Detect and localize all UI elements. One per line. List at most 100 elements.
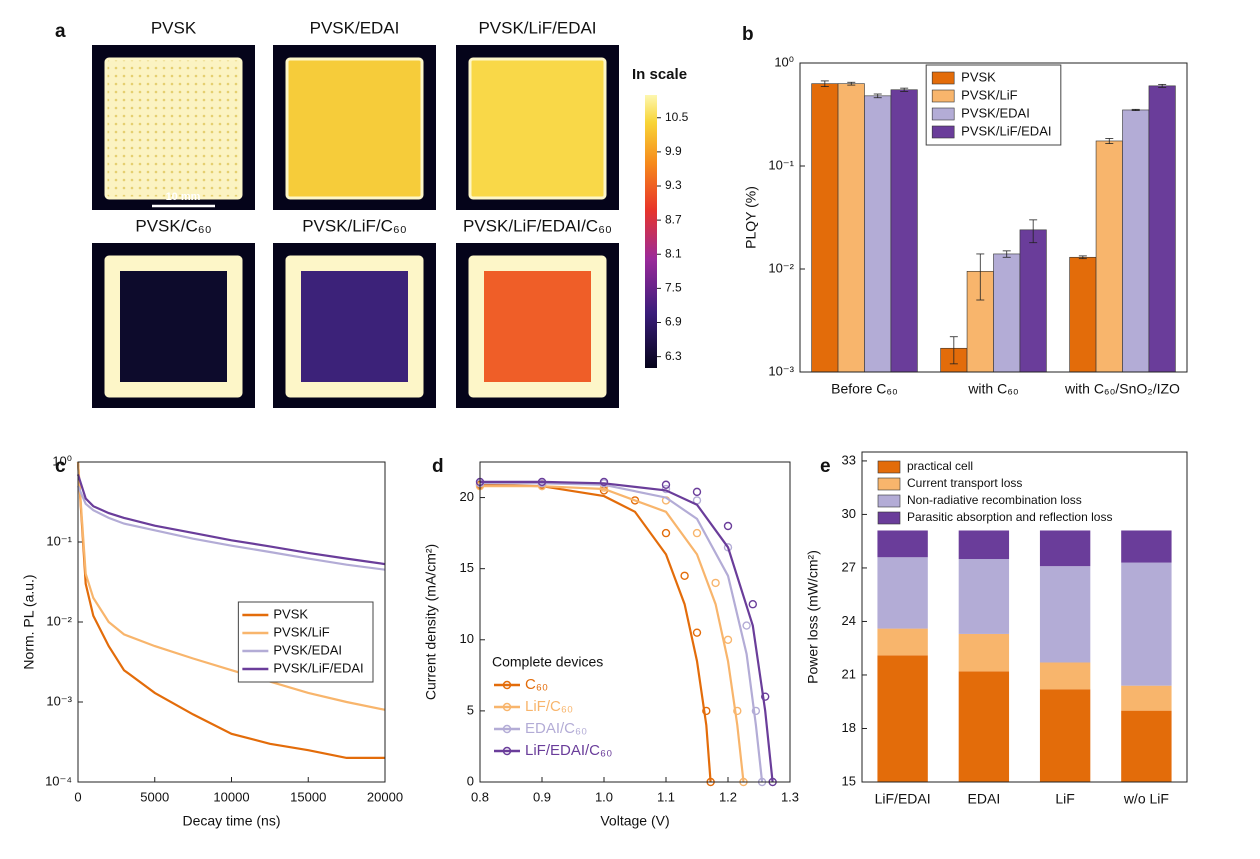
x-tick-label: with C₆₀ [967, 381, 1019, 397]
x-tick-label: 0.9 [533, 789, 551, 804]
y-tick-label: 18 [842, 720, 856, 735]
bar [890, 89, 918, 373]
colorbar-tick-label: 7.5 [665, 281, 682, 295]
legend-label: C₆₀ [525, 676, 548, 693]
x-tick-label: 1.3 [781, 789, 799, 804]
bar-segment [1121, 562, 1172, 686]
y-axis-label: Power loss (mW/cm²) [805, 550, 821, 684]
bar-segment [877, 655, 928, 782]
series-line [76, 474, 386, 566]
legend-label: PVSK [273, 606, 308, 621]
legend-label: PVSK/EDAI [273, 642, 342, 657]
legend-label: PVSK/EDAI [961, 105, 1030, 120]
y-tick-label: 15 [842, 773, 856, 788]
measured-point [723, 521, 733, 531]
x-tick-label: LiF/EDAI [875, 791, 931, 807]
bar-segment [1039, 530, 1091, 567]
x-tick-label: with C₆₀/SnO₂/IZO [1064, 381, 1180, 397]
y-tick-label: 10⁻⁴ [45, 773, 72, 788]
plot-frame-top [861, 451, 1188, 783]
measured-point [748, 600, 757, 609]
panel-label: a [55, 21, 66, 42]
error-bar [1002, 250, 1011, 258]
y-tick-label: 10⁻³ [768, 363, 794, 378]
bar [1069, 256, 1097, 373]
legend-label: Non-radiative recombination loss [907, 493, 1082, 507]
measured-point [661, 480, 671, 489]
error-bar [1131, 108, 1140, 112]
x-tick-label: EDAI [968, 791, 1001, 807]
legend-label: PVSK/LiF/EDAI [273, 660, 363, 675]
image-title: PVSK/EDAI [310, 18, 400, 37]
x-tick-label: 15000 [290, 789, 326, 804]
colorbar-tick-label: 8.7 [665, 212, 682, 226]
bar-segment [1121, 530, 1172, 563]
y-tick-label: 10⁻² [768, 260, 794, 275]
legend-swatch [877, 477, 901, 491]
measured-point [692, 487, 702, 497]
colorbar-tick-label: 8.1 [665, 246, 682, 260]
legend-swatch [877, 460, 901, 474]
legend-swatch [877, 494, 901, 508]
x-tick-label: 1.0 [595, 789, 613, 804]
series-line [76, 461, 386, 711]
legend-swatch [931, 107, 955, 121]
legend-title: Complete devices [492, 654, 603, 670]
y-tick-label: 15 [460, 560, 474, 575]
series-line [480, 485, 745, 783]
measured-point [733, 706, 742, 716]
image-title: PVSK/LiF/C₆₀ [302, 216, 407, 235]
series-line [76, 485, 386, 571]
y-tick-label: 10 [460, 631, 474, 646]
colorbar [645, 95, 657, 368]
legend-label: PVSK/LiF [273, 624, 329, 639]
sample-film [468, 57, 607, 200]
bar-segment [1121, 710, 1172, 782]
x-tick-label: 0 [74, 789, 81, 804]
bar-segment [877, 628, 928, 656]
bar [1148, 85, 1176, 373]
legend-swatch [931, 71, 955, 85]
y-tick-label: 33 [842, 452, 856, 467]
x-axis-label: Decay time (ns) [182, 813, 280, 829]
y-tick-label: 30 [842, 506, 856, 521]
bar-segment [958, 530, 1010, 560]
bar [837, 83, 865, 373]
plot-frame-top [479, 461, 791, 783]
sample-active-area [120, 271, 227, 382]
error-bar [1029, 219, 1038, 244]
bar-segment [958, 671, 1010, 782]
measured-point [537, 477, 547, 487]
measured-point [630, 496, 640, 505]
colorbar-label: In scale [632, 66, 687, 83]
panel-label: d [432, 456, 444, 477]
error-bar [1158, 83, 1167, 88]
plot-frame-top [799, 62, 1188, 373]
image-title: PVSK/LiF/EDAI/C₆₀ [463, 216, 612, 235]
error-bar [847, 81, 856, 86]
error-bar [976, 253, 985, 301]
legend-marker [502, 746, 512, 756]
panel-label: e [820, 456, 831, 477]
bar-segment [877, 530, 928, 558]
colorbar-tick-label: 6.3 [665, 349, 682, 363]
legend-label: Current transport loss [907, 476, 1022, 490]
legend-swatch [931, 89, 955, 103]
x-axis-label: Voltage (V) [600, 813, 669, 829]
bar [811, 83, 839, 373]
legend-marker [502, 702, 512, 712]
measured-point [751, 706, 761, 716]
image-title: PVSK [151, 18, 197, 37]
legend-swatch [877, 511, 901, 525]
x-tick-label: w/o LiF [1123, 791, 1169, 807]
sample-film [285, 57, 424, 200]
y-axis-label: Norm. PL (a.u.) [21, 574, 37, 669]
legend-label: practical cell [907, 459, 973, 473]
measured-point [761, 692, 770, 701]
plot-frame-top [77, 461, 386, 783]
y-tick-label: 10⁰ [774, 54, 794, 69]
bar [864, 95, 892, 373]
bar-segment [958, 559, 1010, 634]
legend-label: Parasitic absorption and reflection loss [907, 510, 1112, 524]
